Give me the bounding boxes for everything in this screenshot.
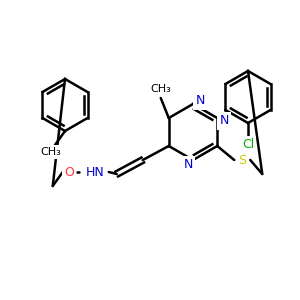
Text: CH₃: CH₃ [150,84,171,94]
Text: N: N [183,158,193,172]
Text: N: N [220,115,229,128]
Text: CH₃: CH₃ [40,147,61,157]
Text: Cl: Cl [242,139,254,152]
Text: HN: HN [85,166,104,178]
Text: N: N [195,94,205,107]
Text: S: S [238,154,246,166]
Text: O: O [64,166,74,178]
